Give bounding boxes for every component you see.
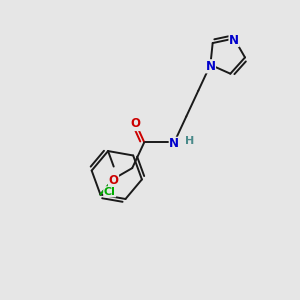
Text: N: N xyxy=(229,34,239,46)
Text: H: H xyxy=(185,136,194,146)
Text: Cl: Cl xyxy=(104,187,116,197)
Text: O: O xyxy=(131,118,141,130)
Text: N: N xyxy=(206,60,215,73)
Text: N: N xyxy=(169,137,179,150)
Text: O: O xyxy=(109,174,118,187)
